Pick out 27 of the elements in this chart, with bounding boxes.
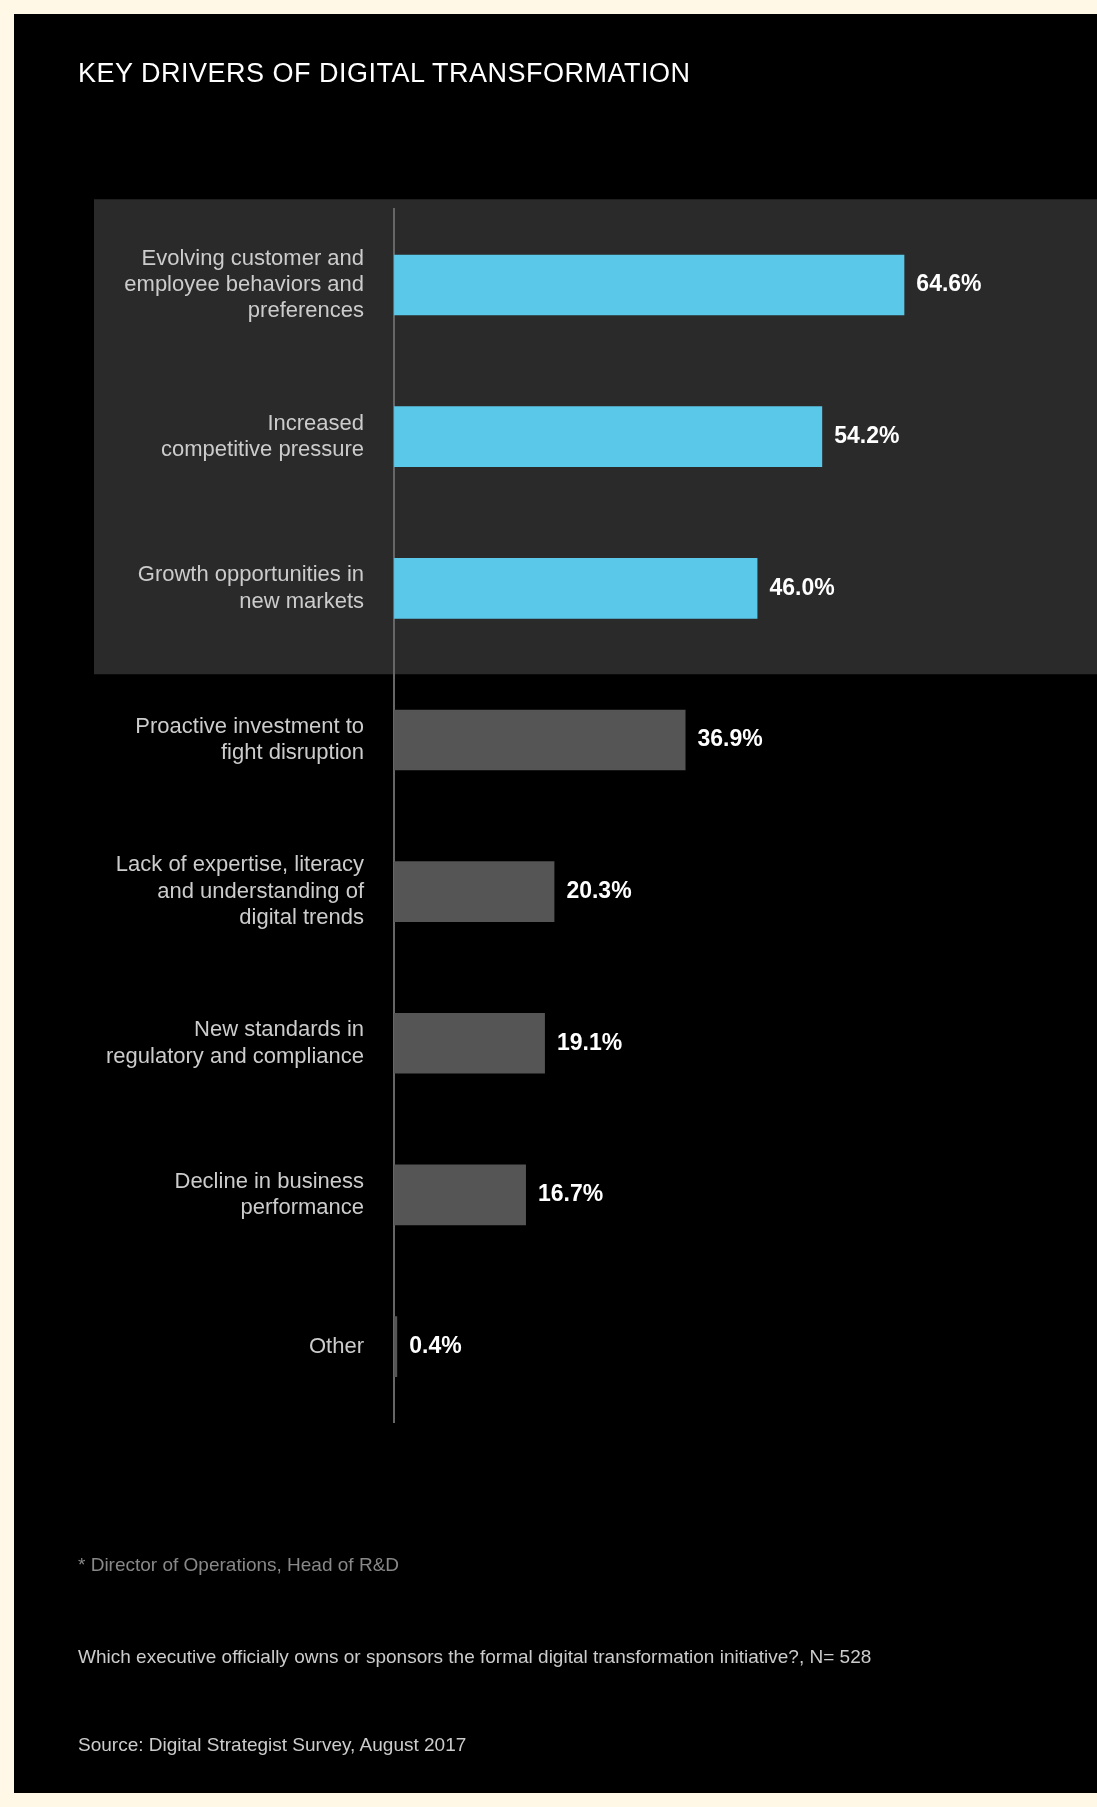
chart-title: KEY DRIVERS OF DIGITAL TRANSFORMATION	[78, 58, 691, 89]
bar	[394, 1164, 526, 1226]
bar	[394, 558, 758, 619]
data-label: 54.2%	[834, 422, 900, 449]
data-label: 20.3%	[566, 876, 632, 903]
y-tick-label: Decline in business performance	[174, 1167, 365, 1220]
bar	[394, 406, 823, 468]
text: * Director of Operations, Head of R&D	[78, 1554, 400, 1576]
data-label: 46.0%	[769, 573, 835, 600]
source-note: Source: Digital Strategist Survey, August 2017	[78, 1734, 467, 1756]
bar	[394, 254, 905, 316]
y-tick-label: New standards in regulatory and compliance	[105, 1016, 365, 1068]
text: Which executive officially owns or sponsors the formal digital transformation initiative?, N= 528	[78, 1645, 873, 1669]
data-label: 0.4%	[409, 1331, 462, 1358]
y-tick-label: Increased competitive pressure	[161, 409, 365, 461]
bar	[394, 709, 686, 771]
data-label: 16.7%	[537, 1180, 604, 1207]
data-label: 36.9%	[697, 725, 763, 752]
y-tick-label: Growth opportunities in new markets	[137, 561, 365, 613]
y-tick-label: Evolving customer and employee behaviors and preferences	[124, 244, 365, 323]
y-tick-label: Other	[309, 1332, 365, 1358]
data-label: 64.6%	[916, 270, 982, 297]
y-tick-label: Lack of expertise, literacy and understanding of digital trends	[115, 851, 365, 930]
y-tick-label: Proactive investment to fight disruption	[135, 712, 365, 765]
data-label: 19.1%	[556, 1028, 623, 1055]
bar	[394, 861, 555, 922]
bar	[394, 1012, 545, 1074]
